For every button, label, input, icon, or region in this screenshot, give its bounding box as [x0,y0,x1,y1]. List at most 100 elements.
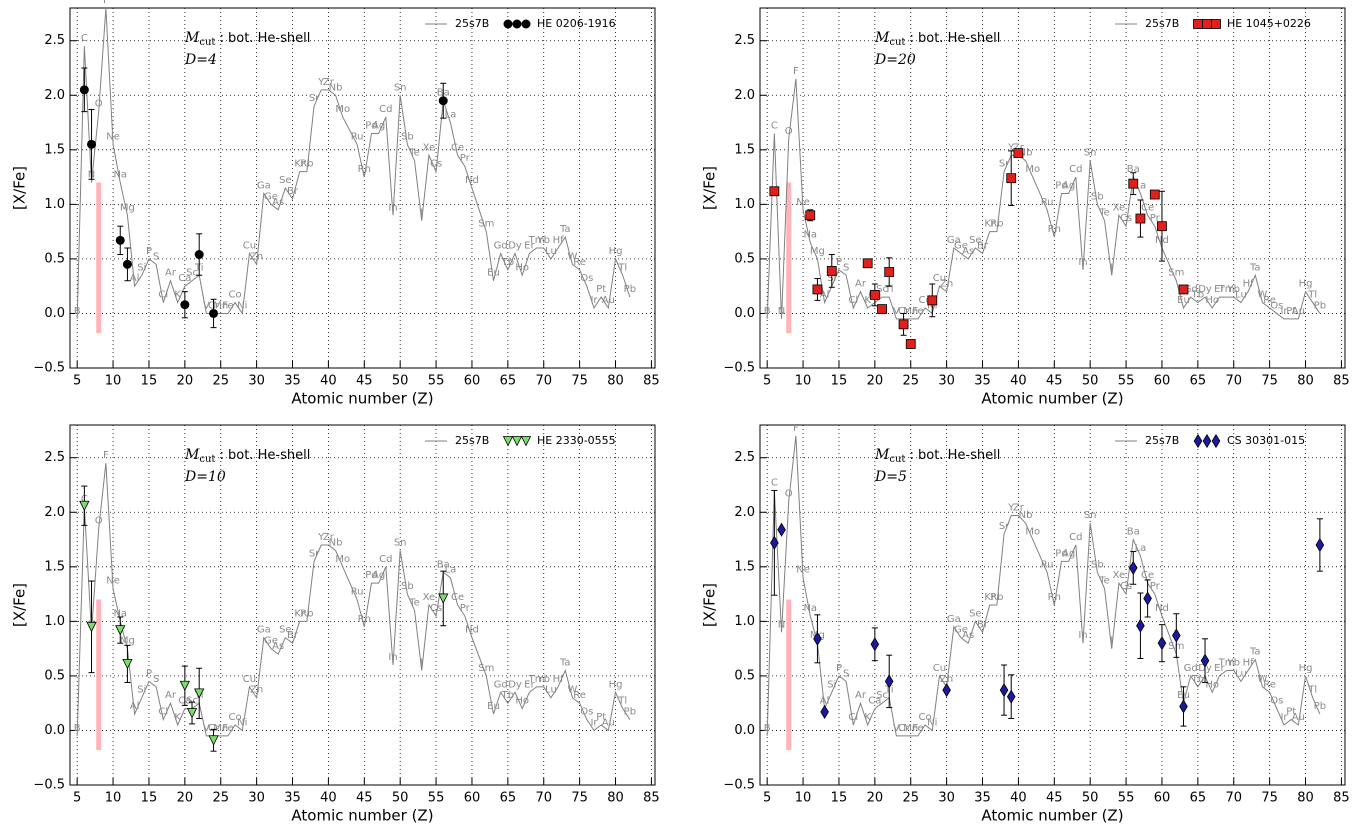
element-label: Tb [501,690,514,701]
x-tick-label: 60 [464,791,481,806]
element-label: Au [602,717,615,728]
x-tick-label: 40 [320,374,337,389]
element-label: Yb [537,674,550,685]
element-label: Zn [940,279,953,290]
element-label: Na [803,603,817,614]
element-label: Kr [984,219,996,230]
element-label: Rb [990,592,1003,603]
element-label: O [785,488,793,499]
element-label: Tb [1191,290,1204,301]
element-label: Lu [1235,668,1247,679]
element-label: C [81,33,88,44]
element-label: Ir [1280,712,1288,723]
element-label: Rh [358,164,371,175]
element-label: Ni [237,717,247,728]
x-tick-label: 85 [643,791,660,806]
element-label: Au [1292,306,1305,317]
element-label: Tm [528,674,545,685]
element-label: F [103,0,109,6]
marker [1128,178,1139,189]
element-label: Ru [1041,559,1054,570]
element-label: K [864,295,871,306]
element-label: Ag [372,570,385,581]
marker [194,250,204,260]
marker [999,683,1009,698]
y-tick-label: 1.5 [734,559,755,574]
y-tick-label: 2.0 [44,505,65,520]
element-label: Fe [912,306,923,317]
x-tick-label: 75 [1261,374,1278,389]
element-label: Sc [186,268,198,279]
element-label: Er [524,240,535,251]
legend-marker [512,19,522,29]
element-label: V [203,723,210,734]
element-label: Na [803,230,817,241]
y-tick-label: 0.5 [44,668,65,683]
marker [877,304,887,314]
element-label: Ta [1249,647,1261,658]
element-label: Mo [1025,164,1040,175]
element-label: Fe [912,723,923,734]
annotation: Mcut : bot. He-shell [874,30,1000,48]
legend-label: 25s7B [1145,434,1179,447]
element-label: Mn [213,300,228,311]
x-tick-label: 75 [1261,791,1278,806]
element-label: Se [279,625,292,636]
x-tick-label: 40 [320,791,337,806]
y-tick-label: 1.5 [734,142,755,157]
annotation-subscript: cut [199,37,215,48]
element-label: S [843,262,849,273]
legend-marker [1202,433,1212,449]
y-tick-label: 0.5 [734,668,755,683]
element-label: In [1078,630,1087,641]
element-label: Mg [810,246,825,257]
legend-label: 25s7B [455,434,489,447]
element-label: Tm [1218,657,1235,668]
annotation: Mcut : bot. He-shell [874,447,1000,465]
element-label: B [74,723,81,734]
y-tick-label: 0.0 [44,306,65,321]
x-tick-label: 5 [73,791,81,806]
element-label: Os [1270,300,1283,311]
x-axis-label: Atomic number (Z) [981,390,1123,408]
legend-label: CS 30301-015 [1227,434,1305,447]
element-label: Tl [1307,290,1317,301]
element-label: Pr [1150,581,1161,592]
x-tick-label: 10 [795,374,812,389]
element-label: Kr [294,608,306,619]
element-label: Ir [590,717,598,728]
element-label: As [272,197,284,208]
element-label: Ag [1062,180,1075,191]
element-label: Al [820,290,830,301]
element-label: Hf [553,235,565,246]
y-tick-label: 2.0 [44,88,65,103]
x-tick-label: 80 [1297,791,1314,806]
annotation-symbol: M [874,447,890,463]
element-label: Tb [501,257,514,268]
element-label: As [962,630,974,641]
element-label: Cr [898,306,910,317]
axes-frame [759,7,1346,369]
marker [1178,284,1189,295]
legend-marker [1211,433,1221,449]
x-tick-label: 35 [284,374,301,389]
element-label: C [771,477,778,488]
x-tick-label: 10 [105,374,122,389]
element-label: Mn [903,306,918,317]
element-label: Ru [351,131,364,142]
legend-label: HE 2330-0555 [537,434,616,447]
marker [1136,618,1145,633]
element-label: Sb [1091,559,1104,570]
model-line [76,463,631,737]
element-label: Ca [178,273,191,284]
element-label: Co [229,290,242,301]
element-label: Sc [876,690,888,701]
element-label: Ta [1249,262,1261,273]
element-label: Nd [465,625,479,636]
element-label: Cd [1069,532,1082,543]
element-label: Mg [120,202,135,213]
element-label: Br [977,240,989,251]
element-label: Kr [984,592,996,603]
marker [820,704,829,719]
element-label: Nd [465,175,479,186]
